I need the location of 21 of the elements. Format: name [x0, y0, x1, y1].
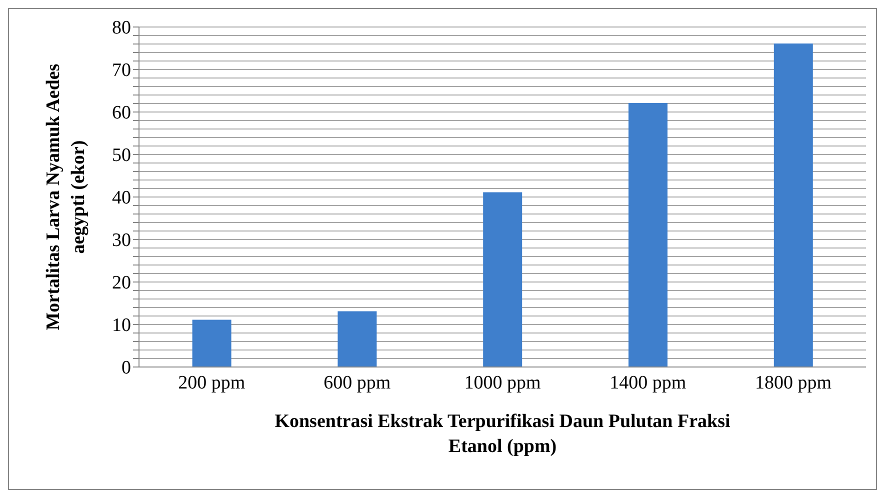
y-tick-label: 30 — [112, 230, 131, 252]
x-tick-label: 600 ppm — [324, 372, 391, 394]
bar — [774, 44, 813, 367]
bar — [338, 311, 377, 367]
y-tick-label: 60 — [112, 102, 131, 124]
y-tick-label: 80 — [112, 18, 131, 39]
x-axis-title: Konsentrasi Ekstrak Terpurifikasi Daun Pulutan Fraksi Etanol (ppm) — [274, 411, 730, 457]
bar — [628, 103, 668, 367]
x-tick-label: 1000 ppm — [464, 372, 541, 394]
y-tick-label: 40 — [112, 188, 131, 209]
x-tick-label: 1800 ppm — [755, 372, 832, 394]
y-tick-label: 20 — [112, 272, 131, 294]
bar — [192, 320, 232, 367]
x-tick-label: 200 ppm — [178, 372, 246, 394]
y-tick-label: 50 — [112, 145, 131, 166]
y-axis-title: Mortalitas Larva Nyamuk Aedes aegypti (ekor) — [43, 64, 89, 330]
y-tick-label: 10 — [112, 315, 131, 336]
y-tick-label: 0 — [122, 358, 131, 379]
y-tick-label: 70 — [112, 60, 131, 82]
x-tick-label: 1400 ppm — [610, 372, 686, 394]
bar — [483, 192, 522, 367]
